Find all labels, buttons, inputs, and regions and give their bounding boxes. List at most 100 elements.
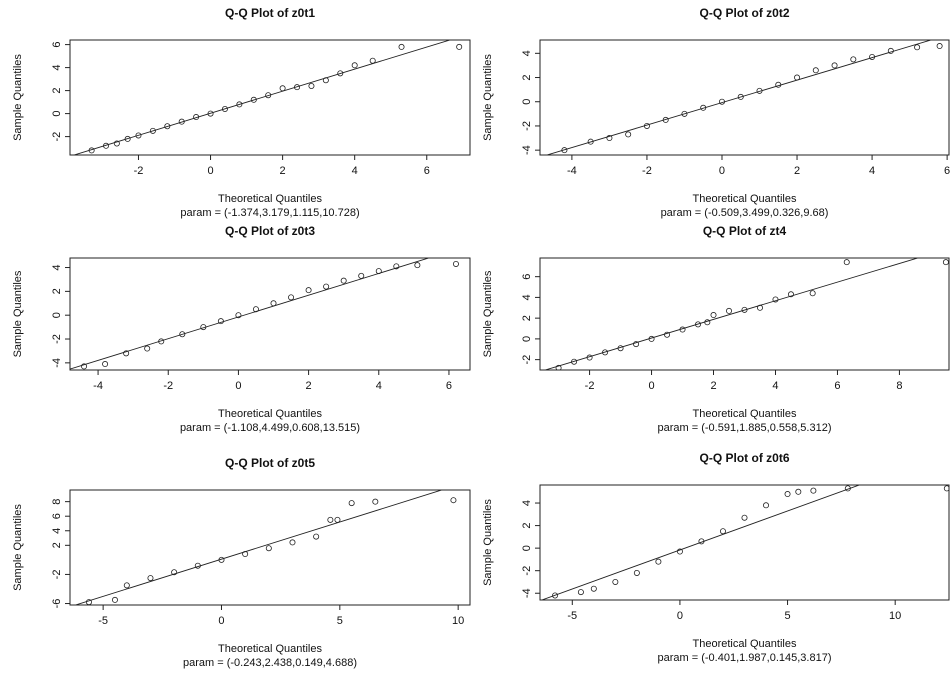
- point: [681, 110, 688, 117]
- y-tick-label: -2: [51, 334, 63, 344]
- point: [327, 516, 334, 523]
- point: [179, 331, 186, 338]
- point: [726, 307, 733, 314]
- y-tick-label: 2: [521, 315, 533, 321]
- reference-line: [540, 485, 861, 600]
- point: [843, 259, 850, 266]
- x-tick-label: -5: [567, 610, 577, 622]
- plot-box: [69, 39, 471, 156]
- x-tick-label: 4: [352, 165, 358, 177]
- y-tick-label: -2: [51, 132, 63, 142]
- point: [587, 138, 594, 145]
- point: [772, 296, 779, 303]
- point: [450, 497, 457, 504]
- x-tick-label: -5: [98, 615, 108, 627]
- point: [787, 291, 794, 298]
- y-tick-label: 2: [51, 542, 63, 548]
- point: [676, 548, 683, 555]
- point: [337, 70, 344, 77]
- point: [305, 287, 312, 294]
- x-tick-label: 10: [889, 610, 901, 622]
- x-axis-label: Theoretical Quantiles: [693, 638, 797, 650]
- x-tick-label: 6: [424, 165, 430, 177]
- x-tick-label: -4: [93, 380, 103, 392]
- point: [164, 123, 171, 130]
- x-tick-label: 5: [337, 615, 343, 627]
- y-axis-label: Sample Quantiles: [12, 54, 24, 141]
- y-tick-label: -2: [521, 566, 533, 576]
- point: [308, 83, 315, 90]
- point: [235, 312, 242, 319]
- point: [81, 363, 88, 370]
- x-tick-label: 6: [446, 380, 452, 392]
- x-tick-label: 4: [772, 380, 778, 392]
- x-tick-label: -2: [163, 380, 173, 392]
- reference-line: [70, 258, 431, 370]
- y-tick-label: 2: [521, 523, 533, 529]
- y-axis-label: Sample Quantiles: [482, 270, 494, 357]
- y-tick-label: -2: [51, 570, 63, 580]
- point: [348, 500, 355, 507]
- point: [741, 514, 748, 521]
- y-tick-label: 2: [51, 88, 63, 94]
- point: [289, 539, 296, 546]
- y-tick-label: 0: [521, 336, 533, 342]
- x-tick-label: 0: [719, 165, 725, 177]
- point: [102, 361, 109, 368]
- point: [737, 93, 744, 100]
- plot-box: [539, 257, 950, 371]
- point: [358, 272, 365, 279]
- x-tick-label: -4: [567, 165, 577, 177]
- chart-title: Q-Q Plot of zt4: [703, 224, 787, 238]
- point: [149, 127, 156, 134]
- point: [555, 364, 562, 370]
- y-tick-label: 8: [51, 499, 63, 505]
- x-axis-label: Theoretical Quantiles: [218, 193, 322, 205]
- param-label: param = (-1.374,3.179,1.115,10.728): [180, 207, 359, 219]
- y-tick-label: 6: [51, 513, 63, 519]
- x-tick-label: 0: [235, 380, 241, 392]
- point: [710, 312, 717, 319]
- plot-box: [539, 484, 950, 601]
- x-axis-label: Theoretical Quantiles: [218, 643, 322, 655]
- point: [812, 67, 819, 74]
- point: [577, 589, 584, 596]
- chart-title: Q-Q Plot of z0t3: [225, 224, 315, 238]
- y-tick-label: -2: [521, 121, 533, 131]
- point: [784, 491, 791, 498]
- chart-title: Q-Q Plot of z0t6: [700, 451, 790, 465]
- x-axis-label: Theoretical Quantiles: [218, 408, 322, 420]
- point: [171, 569, 178, 576]
- x-tick-label: 0: [677, 610, 683, 622]
- point: [323, 283, 330, 290]
- reference-line: [74, 490, 444, 605]
- param-label: param = (-0.591,1.885,0.558,5.312): [658, 422, 832, 434]
- y-axis-label: Sample Quantiles: [12, 504, 24, 591]
- x-tick-label: 10: [452, 615, 464, 627]
- point: [831, 62, 838, 69]
- point: [552, 592, 559, 599]
- plot-area: [70, 258, 459, 370]
- x-tick-label: 2: [306, 380, 312, 392]
- point: [265, 545, 272, 552]
- y-axis-label: Sample Quantiles: [482, 499, 494, 586]
- point: [763, 502, 770, 509]
- y-tick-label: 4: [521, 500, 533, 506]
- y-tick-label: 0: [521, 545, 533, 551]
- x-tick-label: 2: [710, 380, 716, 392]
- y-tick-label: -4: [51, 358, 63, 368]
- x-axis-label: Theoretical Quantiles: [693, 193, 797, 205]
- point: [625, 131, 632, 138]
- point: [655, 558, 662, 565]
- plot-area: [540, 485, 949, 600]
- y-tick-label: 4: [51, 65, 63, 71]
- x-tick-label: 8: [896, 380, 902, 392]
- x-tick-label: 2: [794, 165, 800, 177]
- param-label: param = (-0.401,1.987,0.145,3.817): [658, 652, 832, 664]
- point: [144, 345, 151, 352]
- point: [452, 260, 459, 267]
- point: [398, 43, 405, 50]
- point: [135, 132, 142, 139]
- y-tick-label: 4: [51, 264, 63, 270]
